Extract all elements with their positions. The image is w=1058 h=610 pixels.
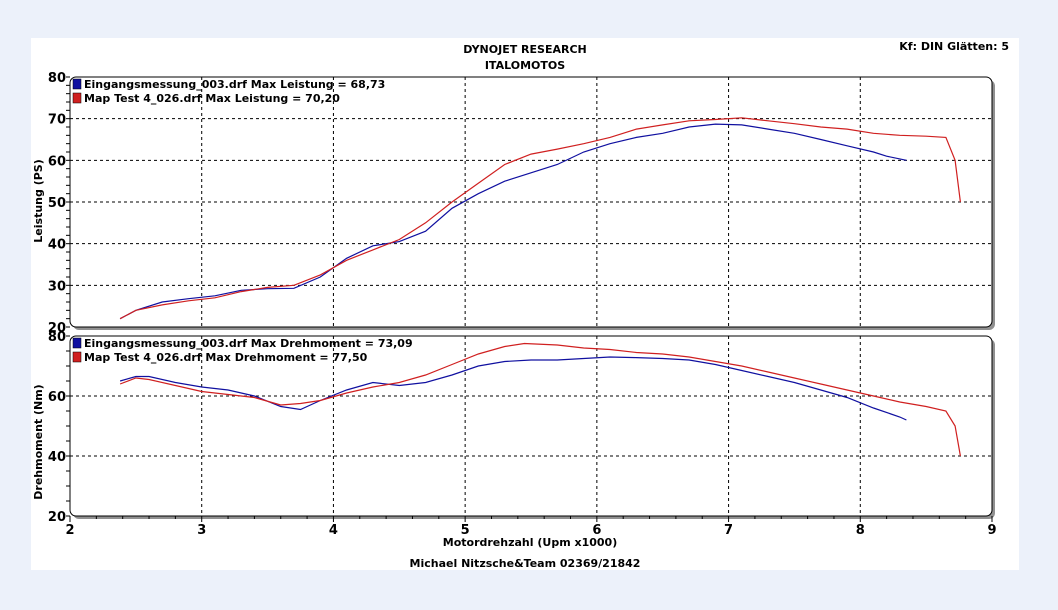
legend-label-1: Eingangsmessung_003.drf Max Leistung = 6… bbox=[84, 78, 385, 91]
series-line-2 bbox=[119, 117, 961, 320]
xtick-label: 3 bbox=[197, 523, 206, 538]
torque-grid bbox=[70, 336, 992, 516]
power-lines bbox=[119, 117, 961, 320]
xtick-label: 5 bbox=[461, 523, 470, 538]
ytick-label: 40 bbox=[48, 450, 66, 465]
legend-swatch-1 bbox=[72, 78, 82, 90]
ylabel-torque: Drehmoment (Nm) bbox=[32, 384, 45, 499]
torque-legend: Eingangsmessung_003.drf Max Drehmoment =… bbox=[72, 337, 413, 364]
ytick-label: 60 bbox=[48, 390, 66, 405]
power-grid bbox=[70, 77, 992, 327]
ytick-label: 30 bbox=[48, 279, 66, 294]
torque-lines bbox=[119, 342, 961, 457]
torque-yticks: 20 40 60 80 bbox=[48, 330, 70, 525]
xtick-label: 8 bbox=[856, 523, 865, 538]
xtick-label: 7 bbox=[724, 523, 733, 538]
xtick-label: 6 bbox=[592, 523, 601, 538]
xtick-label: 2 bbox=[65, 523, 74, 538]
ytick-label: 50 bbox=[48, 196, 66, 211]
torque-panel: 20 40 60 80 Eingangsmessung_003.drf Max Dre… bbox=[48, 330, 995, 525]
power-legend: Eingangsmessung_003.drf Max Leistung = 6… bbox=[72, 78, 385, 105]
chart-subtitle: ITALOMOTOS bbox=[485, 59, 565, 72]
legend-label-2: Map Test 4_026.drf Max Leistung = 70,20 bbox=[84, 92, 340, 105]
legend-label-1: Eingangsmessung_003.drf Max Drehmoment =… bbox=[84, 337, 413, 350]
ytick-label: 20 bbox=[48, 321, 66, 336]
legend-swatch-2 bbox=[72, 351, 82, 363]
xlabel: Motordrehzahl (Upm x1000) bbox=[443, 536, 617, 549]
series-line-1 bbox=[119, 356, 907, 421]
ytick-label: 80 bbox=[48, 330, 66, 345]
legend-swatch-2 bbox=[72, 92, 82, 104]
ytick-label: 20 bbox=[48, 510, 66, 525]
ylabel-power: Leistung (PS) bbox=[32, 159, 45, 242]
power-panel: 20 30 40 50 60 70 80 Eingangsmessung_003.drf M… bbox=[48, 71, 995, 336]
xtick-label: 9 bbox=[987, 523, 996, 538]
dyno-sheet: DYNOJET RESEARCH ITALOMOTOS Kf: DIN Glät… bbox=[31, 38, 1019, 570]
series-line-2 bbox=[119, 342, 961, 457]
settings-info: Kf: DIN Glätten: 5 bbox=[899, 40, 1009, 53]
xtick-label: 4 bbox=[329, 523, 338, 538]
power-yticks: 20 30 40 50 60 70 80 bbox=[48, 71, 70, 336]
x-axis-ticks: 2 3 4 5 6 7 8 9 bbox=[65, 516, 997, 538]
legend-label-2: Map Test 4_026.drf Max Drehmoment = 77,5… bbox=[84, 351, 368, 364]
ytick-label: 60 bbox=[48, 154, 66, 169]
legend-swatch-1 bbox=[72, 337, 82, 349]
ytick-label: 40 bbox=[48, 238, 66, 253]
ytick-label: 70 bbox=[48, 113, 66, 128]
chart-title: DYNOJET RESEARCH bbox=[463, 43, 586, 56]
ytick-label: 80 bbox=[48, 71, 66, 86]
footer-credit: Michael Nitzsche&Team 02369/21842 bbox=[410, 557, 641, 570]
dyno-chart-svg: DYNOJET RESEARCH ITALOMOTOS Kf: DIN Glät… bbox=[32, 40, 1009, 570]
series-line-1 bbox=[119, 123, 907, 320]
